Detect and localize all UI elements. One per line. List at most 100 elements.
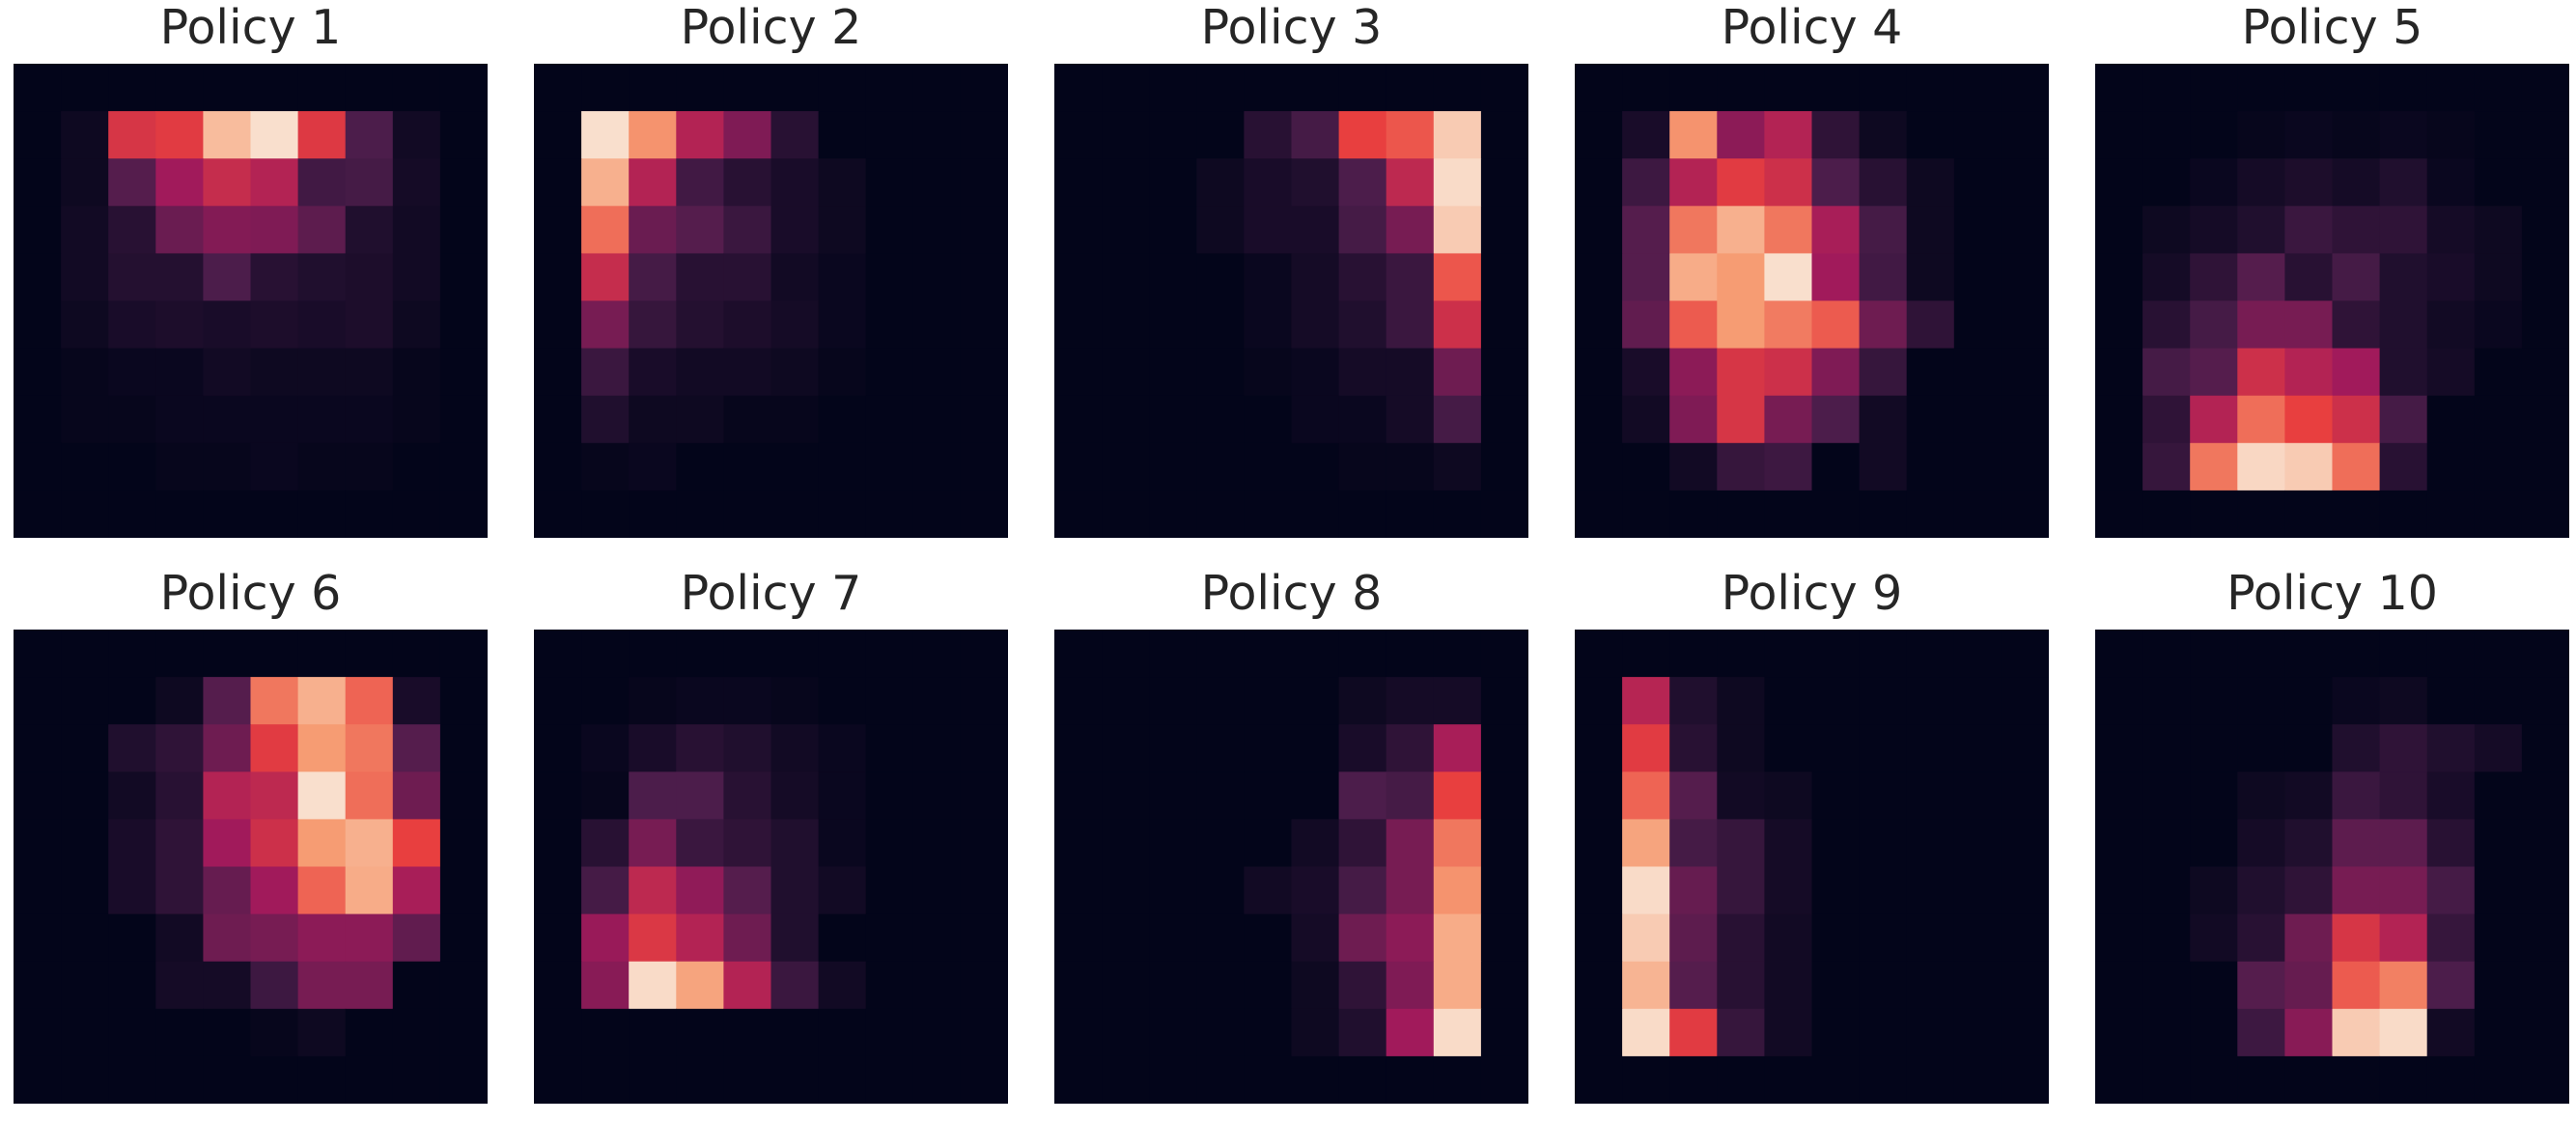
heatmap-cell <box>723 819 771 867</box>
heatmap-cell <box>155 64 204 112</box>
heatmap-cell <box>1859 819 1908 867</box>
heatmap-cell <box>1811 442 1861 491</box>
heatmap-cell <box>2095 819 2143 867</box>
heatmap-cell <box>345 300 394 350</box>
heatmap-cell <box>629 1008 677 1057</box>
heatmap-cell <box>676 961 724 1010</box>
heatmap-cell <box>1244 348 1292 397</box>
heatmap-cell <box>155 395 204 444</box>
heatmap-cell <box>61 724 109 772</box>
heatmap-cell <box>1054 442 1103 491</box>
heatmap-cell <box>2426 771 2476 820</box>
heatmap-cell <box>2095 206 2143 254</box>
heatmap-cell <box>1480 158 1528 207</box>
heatmap-cell <box>1953 64 2002 112</box>
heatmap-cell <box>1575 866 1623 915</box>
heatmap-cell <box>770 913 820 963</box>
heatmap-cell <box>203 961 251 1010</box>
policy-1-title: Policy 1 <box>159 0 342 55</box>
heatmap-cell <box>1433 111 1482 159</box>
heatmap-cell <box>1054 158 1103 207</box>
heatmap-cell <box>1244 819 1292 867</box>
heatmap-cell <box>1906 677 1955 725</box>
heatmap-cell <box>1953 300 2002 350</box>
heatmap-cell <box>1717 206 1765 254</box>
heatmap-cell <box>1622 111 1670 159</box>
heatmap-cell <box>1717 158 1765 207</box>
heatmap-cell <box>629 490 677 538</box>
heatmap-cell <box>1622 395 1670 444</box>
heatmap-cell <box>1811 961 1861 1010</box>
heatmap-cell <box>1338 771 1387 820</box>
heatmap-cell <box>2379 348 2428 397</box>
heatmap-cell <box>1575 348 1623 397</box>
heatmap-cell <box>1764 913 1812 963</box>
heatmap-cell <box>629 1055 677 1104</box>
heatmap-cell <box>2095 490 2143 538</box>
heatmap-cell <box>770 771 820 820</box>
heatmap-cell <box>1669 490 1718 538</box>
heatmap-cell <box>2237 913 2285 963</box>
heatmap-cell <box>723 442 771 491</box>
heatmap-cell <box>1386 158 1435 207</box>
heatmap-cell <box>1244 677 1292 725</box>
heatmap-cell <box>155 111 204 159</box>
heatmap-cell <box>1386 395 1435 444</box>
heatmap-cell <box>2001 348 2049 397</box>
heatmap-cell <box>960 913 1008 963</box>
heatmap-cell <box>534 1008 582 1057</box>
heatmap-cell <box>345 771 394 820</box>
heatmap-cell <box>392 630 441 678</box>
heatmap-cell <box>1669 866 1718 915</box>
heatmap-cell <box>534 300 582 350</box>
heatmap-cell <box>629 300 677 350</box>
heatmap-cell <box>61 771 109 820</box>
heatmap-cell <box>1859 677 1908 725</box>
heatmap-cell <box>1054 1055 1103 1104</box>
heatmap-cell <box>439 253 488 301</box>
heatmap-cell <box>439 961 488 1010</box>
heatmap-cell <box>534 630 582 678</box>
heatmap-cell <box>250 64 299 112</box>
heatmap-cell <box>14 913 62 963</box>
heatmap-cell <box>1196 771 1245 820</box>
heatmap-cell <box>392 961 441 1010</box>
heatmap-cell <box>770 1055 820 1104</box>
heatmap-cell <box>2095 300 2143 350</box>
heatmap-cell <box>1338 866 1387 915</box>
heatmap-cell <box>1054 253 1103 301</box>
heatmap-cell <box>2521 866 2569 915</box>
heatmap-cell <box>2521 348 2569 397</box>
heatmap-cell <box>2190 111 2238 159</box>
heatmap-cell <box>534 442 582 491</box>
heatmap-cell <box>1953 490 2002 538</box>
heatmap-cell <box>1433 819 1482 867</box>
heatmap-cell <box>2095 1055 2143 1104</box>
heatmap-cell <box>1054 913 1103 963</box>
heatmap-cell <box>14 1055 62 1104</box>
heatmap-cell <box>1669 724 1718 772</box>
heatmap-cell <box>1953 724 2002 772</box>
heatmap-cell <box>2284 771 2333 820</box>
heatmap-cell <box>1244 961 1292 1010</box>
heatmap-cell <box>1244 630 1292 678</box>
heatmap-cell <box>1102 206 1150 254</box>
heatmap-cell <box>2237 442 2285 491</box>
heatmap-cell <box>203 300 251 350</box>
heatmap-cell <box>1575 1055 1623 1104</box>
heatmap-cell <box>1622 442 1670 491</box>
heatmap-cell <box>1054 490 1103 538</box>
heatmap-cell <box>1386 630 1435 678</box>
heatmap-cell <box>676 395 724 444</box>
heatmap-cell <box>1717 348 1765 397</box>
heatmap-cell <box>2379 1008 2428 1057</box>
heatmap-cell <box>1859 442 1908 491</box>
heatmap-cell <box>1196 1008 1245 1057</box>
heatmap-cell <box>1149 253 1197 301</box>
heatmap-cell <box>250 442 299 491</box>
heatmap-cell <box>912 442 962 491</box>
heatmap-cell <box>2190 771 2238 820</box>
heatmap-cell <box>534 111 582 159</box>
heatmap-cell <box>1386 866 1435 915</box>
heatmap-cell <box>770 961 820 1010</box>
